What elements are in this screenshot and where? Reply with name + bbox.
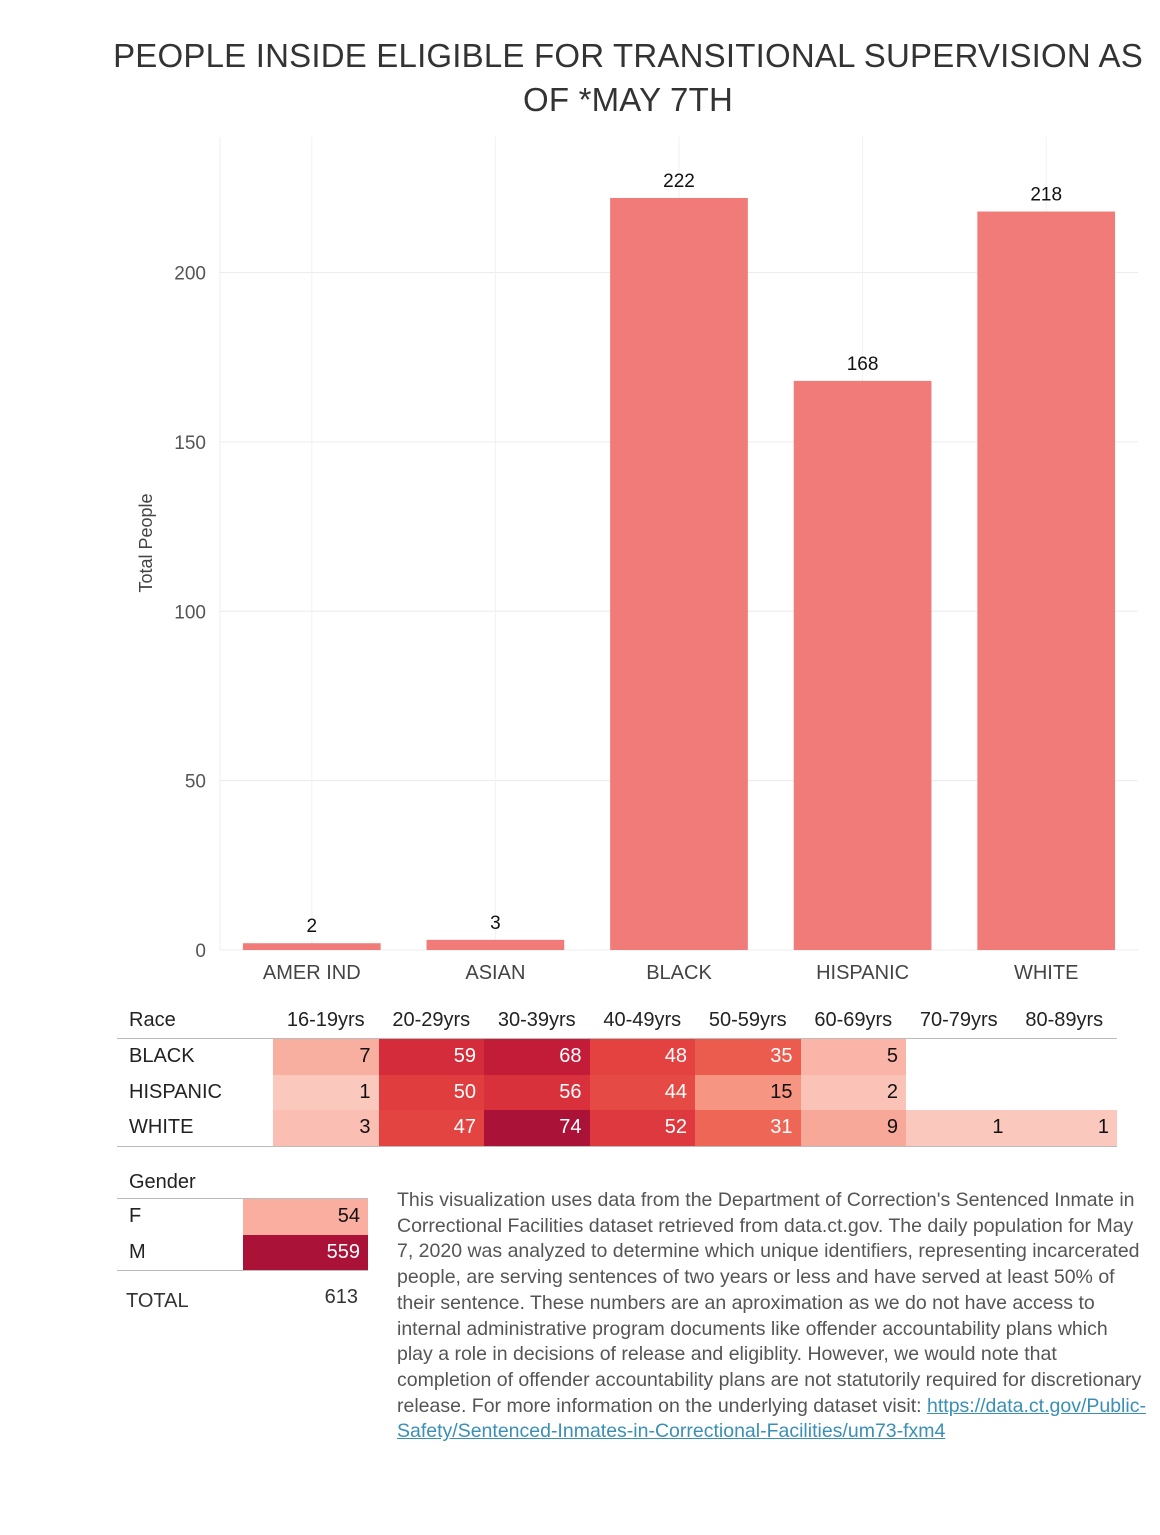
- heatmap-cell: 1: [273, 1074, 379, 1110]
- bar-white: [977, 211, 1116, 950]
- y-tick-label: 200: [174, 264, 206, 285]
- table-row: HISPANIC 1 50 56 44 15 2: [117, 1074, 1118, 1111]
- age-column-header: 80-89yrs: [1011, 1002, 1117, 1039]
- heatmap-cell: 7: [273, 1038, 379, 1075]
- heatmap-cell: 5: [800, 1038, 906, 1075]
- heatmap-cell: 48: [589, 1038, 695, 1075]
- source-note-text: This visualization uses data from the De…: [397, 1189, 1142, 1417]
- heatmap-cell: 3: [273, 1110, 379, 1147]
- y-axis-label: Total People: [136, 493, 156, 592]
- y-tick-label: 50: [185, 772, 206, 793]
- table-row: M 559: [117, 1234, 368, 1271]
- age-column-header: 50-59yrs: [695, 1002, 801, 1039]
- bar-black: [610, 197, 748, 951]
- heatmap-cell: 15: [695, 1074, 801, 1110]
- age-column-header: 20-29yrs: [378, 1002, 484, 1039]
- gender-table: Gender F 54 M 559: [117, 1167, 368, 1271]
- heatmap-cell: 35: [695, 1038, 801, 1075]
- age-column-header: 60-69yrs: [800, 1002, 906, 1039]
- gender-table-header: Gender: [117, 1167, 243, 1199]
- heatmap-cell: 1: [906, 1110, 1012, 1147]
- y-tick-label: 0: [195, 941, 206, 962]
- x-category-label: WHITE: [1014, 962, 1078, 984]
- x-category-label: HISPANIC: [816, 962, 909, 984]
- race-age-table: Race 16-19yrs 20-29yrs 30-39yrs 40-49yrs 50-5…: [117, 1002, 1117, 1147]
- race-row-label: WHITE: [117, 1110, 273, 1147]
- gender-row-label: M: [117, 1234, 243, 1271]
- heatmap-cell: [1012, 1039, 1118, 1075]
- heatmap-cell: 44: [589, 1074, 695, 1110]
- age-column-header: 30-39yrs: [484, 1002, 590, 1039]
- bar-value-label: 3: [490, 913, 501, 934]
- heatmap-cell: 9: [800, 1110, 906, 1147]
- bar-value-label: 168: [847, 354, 879, 375]
- race-table-header: Race 16-19yrs 20-29yrs 30-39yrs 40-49yrs 50-5…: [117, 1002, 1117, 1039]
- age-column-header: 40-49yrs: [589, 1002, 695, 1039]
- gender-row-label: F: [129, 1205, 142, 1228]
- race-row-label: HISPANIC: [129, 1080, 222, 1103]
- chart-title: PEOPLE INSIDE ELIGIBLE FOR TRANSITIONAL …: [113, 37, 1143, 118]
- heatmap-cell: 50: [378, 1074, 484, 1110]
- bar-chart: 0 50 100 150 200 2 AMER IND 3 ASIAN 222 BLACK 168 HI…: [136, 137, 1138, 984]
- heatmap-cell: 56: [484, 1074, 590, 1110]
- dataset-link[interactable]: https://data.ct.gov/Public-Safety/Senten…: [397, 1394, 1146, 1443]
- age-column-header: 16-19yrs: [273, 1002, 379, 1039]
- x-category-label: BLACK: [646, 962, 712, 984]
- y-tick-label: 100: [174, 602, 206, 623]
- heatmap-cell: 559: [242, 1234, 368, 1271]
- table-row: F 54: [117, 1198, 368, 1235]
- bar-value-label: 218: [1030, 185, 1062, 206]
- bar-value-label: 222: [663, 171, 695, 192]
- bar-hispanic: [793, 380, 932, 950]
- race-row-label: BLACK: [129, 1045, 195, 1068]
- heatmap-cell: 1: [1011, 1110, 1117, 1147]
- table-row: WHITE 3 47 74 52 31 9 1 1: [117, 1110, 1117, 1147]
- race-column-header: Race: [117, 1002, 273, 1039]
- heatmap-cell: 59: [378, 1038, 484, 1075]
- bar-amer-ind: [242, 943, 381, 950]
- age-column-header: 70-79yrs: [906, 1002, 1012, 1039]
- heatmap-cell: [906, 1039, 1012, 1075]
- heatmap-cell: 47: [378, 1110, 484, 1147]
- bar-asian: [426, 939, 565, 950]
- source-note: This visualization uses data from the De…: [397, 1188, 1147, 1445]
- heatmap-cell: 52: [589, 1110, 695, 1147]
- total-label: TOTAL: [126, 1290, 189, 1312]
- x-category-label: ASIAN: [465, 962, 525, 984]
- heatmap-cell: 2: [800, 1074, 906, 1110]
- heatmap-cell: [1012, 1075, 1118, 1111]
- total-value: 613: [324, 1286, 358, 1308]
- heatmap-cell: 68: [484, 1038, 590, 1075]
- y-tick-label: 150: [174, 433, 206, 454]
- bar-value-label: 2: [307, 916, 318, 937]
- heatmap-cell: 74: [484, 1110, 590, 1147]
- heatmap-cell: 54: [242, 1198, 368, 1235]
- x-category-label: AMER IND: [263, 962, 361, 984]
- heatmap-cell: 31: [695, 1110, 801, 1147]
- heatmap-cell: [906, 1075, 1012, 1111]
- table-row: BLACK 7 59 68 48 35 5: [117, 1038, 1118, 1075]
